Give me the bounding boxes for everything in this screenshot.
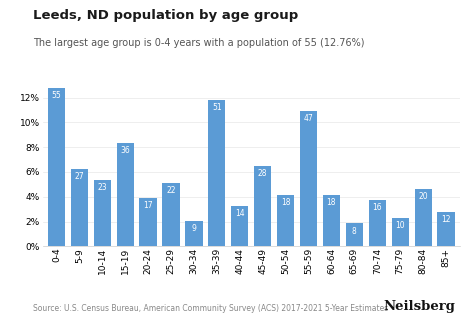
- Text: 8: 8: [352, 227, 357, 235]
- Text: 10: 10: [395, 221, 405, 230]
- Bar: [346, 223, 363, 246]
- Bar: [48, 88, 65, 246]
- Text: 36: 36: [120, 146, 130, 155]
- Bar: [277, 195, 294, 246]
- Text: 20: 20: [418, 192, 428, 201]
- Text: 28: 28: [258, 169, 267, 178]
- Text: 9: 9: [191, 224, 196, 233]
- Bar: [300, 111, 317, 246]
- Text: The largest age group is 0-4 years with a population of 55 (12.76%): The largest age group is 0-4 years with …: [33, 38, 365, 48]
- Text: 14: 14: [235, 209, 245, 218]
- Bar: [71, 169, 88, 246]
- Bar: [208, 100, 226, 246]
- Bar: [163, 183, 180, 246]
- Bar: [415, 189, 432, 246]
- Text: 51: 51: [212, 103, 222, 112]
- Text: 22: 22: [166, 186, 176, 195]
- Bar: [438, 212, 455, 246]
- Text: Neilsberg: Neilsberg: [383, 300, 455, 313]
- Bar: [369, 200, 386, 246]
- Text: 16: 16: [373, 204, 382, 212]
- Bar: [94, 180, 111, 246]
- Bar: [392, 218, 409, 246]
- Bar: [254, 166, 271, 246]
- Text: 47: 47: [304, 114, 313, 123]
- Text: 18: 18: [327, 198, 336, 207]
- Text: 18: 18: [281, 198, 291, 207]
- Text: 17: 17: [143, 201, 153, 210]
- Bar: [139, 198, 157, 246]
- Bar: [185, 221, 202, 246]
- Text: 55: 55: [52, 91, 61, 100]
- Text: Leeds, ND population by age group: Leeds, ND population by age group: [33, 9, 299, 22]
- Bar: [117, 143, 134, 246]
- Text: 23: 23: [98, 183, 107, 192]
- Text: 27: 27: [74, 172, 84, 181]
- Text: 12: 12: [441, 215, 451, 224]
- Text: Source: U.S. Census Bureau, American Community Survey (ACS) 2017-2021 5-Year Est: Source: U.S. Census Bureau, American Com…: [33, 304, 388, 313]
- Bar: [323, 195, 340, 246]
- Bar: [231, 206, 248, 246]
